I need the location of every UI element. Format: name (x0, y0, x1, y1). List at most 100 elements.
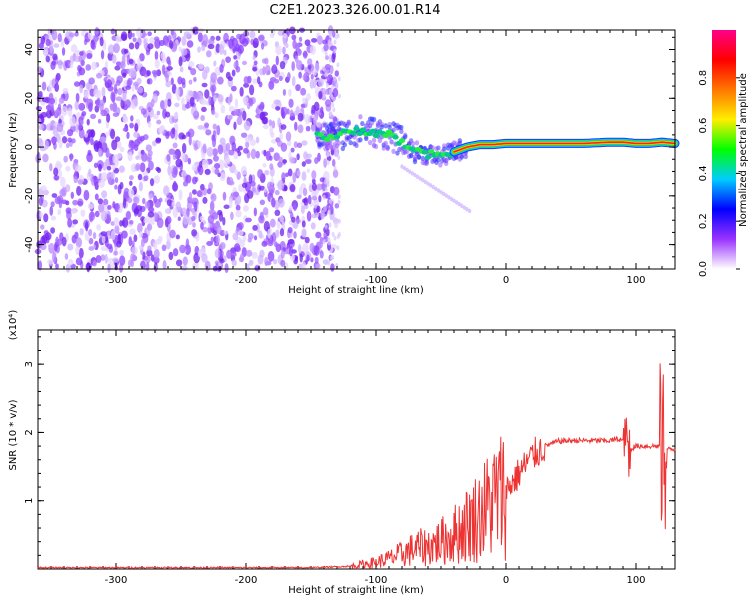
noise-speck (90, 39, 95, 50)
noise-speck (78, 67, 86, 76)
noise-speck (90, 113, 97, 119)
noise-speck (306, 93, 311, 101)
noise-speck (58, 138, 63, 149)
noise-speck (77, 198, 84, 207)
noise-speck (98, 203, 105, 213)
signal-halo (408, 152, 414, 158)
signal-trail (455, 200, 459, 205)
noise-speck (106, 165, 112, 171)
noise-speck (218, 159, 225, 170)
noise-speck (141, 152, 148, 163)
signal-trail (439, 189, 443, 195)
noise-speck (306, 168, 311, 174)
noise-speck (135, 155, 140, 160)
noise-speck (281, 220, 286, 231)
noise-speck (156, 69, 162, 77)
noise-speck (302, 74, 307, 81)
noise-speck (288, 205, 293, 211)
signal-trail (405, 167, 409, 173)
signal-trail (410, 171, 414, 176)
noise-speck (177, 76, 183, 85)
noise-speck (296, 170, 301, 177)
noise-speck (333, 220, 339, 229)
snr-series-line (37, 363, 676, 571)
noise-speck (75, 246, 80, 255)
noise-speck (317, 78, 324, 87)
noise-speck (174, 102, 180, 108)
noise-speck (65, 142, 70, 149)
noise-speck (53, 43, 60, 48)
noise-speck (147, 31, 152, 37)
noise-speck (106, 243, 113, 250)
noise-speck (323, 179, 327, 185)
noise-speck (245, 141, 250, 149)
noise-speck (214, 112, 219, 119)
noise-speck (324, 72, 328, 78)
noise-speck (46, 109, 52, 119)
noise-speck (191, 215, 196, 222)
noise-speck (106, 113, 111, 123)
noise-speck (47, 259, 54, 265)
noise-speck (213, 212, 219, 220)
noise-speck (156, 110, 161, 116)
noise-speck (160, 51, 166, 60)
noise-speck (204, 260, 211, 272)
signal-halo (438, 162, 443, 168)
noise-speck (312, 78, 317, 89)
noise-speck (75, 165, 82, 172)
noise-speck (310, 73, 314, 80)
signal-blob (356, 131, 363, 137)
noise-speck (326, 228, 330, 237)
noise-speck (119, 181, 124, 190)
noise-speck (191, 164, 198, 172)
noise-speck (111, 164, 116, 171)
noise-speck (283, 185, 288, 192)
noise-speck (336, 234, 340, 240)
noise-speck (262, 124, 269, 130)
noise-speck (337, 93, 341, 99)
noise-speck (50, 227, 56, 234)
noise-speck (194, 201, 198, 212)
noise-speck (223, 204, 230, 210)
noise-speck (329, 255, 333, 261)
noise-speck (144, 201, 150, 209)
noise-speck (267, 228, 271, 239)
noise-speck (202, 143, 207, 154)
noise-speck (48, 83, 53, 93)
noise-speck (247, 237, 252, 243)
noise-speck (333, 235, 337, 241)
noise-speck (326, 152, 330, 158)
noise-speck (136, 27, 143, 38)
signal-halo (330, 126, 336, 132)
noise-speck (313, 245, 320, 257)
noise-speck (223, 230, 229, 235)
noise-speck (185, 131, 191, 137)
noise-speck (200, 99, 208, 106)
noise-speck (324, 187, 328, 193)
noise-speck (178, 56, 183, 67)
noise-speck (282, 88, 287, 96)
noise-speck (202, 226, 209, 233)
noise-speck (275, 45, 282, 56)
noise-speck (180, 207, 188, 217)
noise-speck (120, 98, 125, 110)
noise-speck (324, 55, 330, 61)
noise-speck (101, 142, 108, 153)
noise-speck (87, 30, 92, 40)
noise-speck (253, 235, 258, 241)
noise-speck (320, 106, 324, 114)
noise-speck (93, 175, 97, 186)
noise-speck (51, 193, 58, 198)
noise-speck (327, 209, 331, 215)
noise-speck (99, 36, 104, 47)
noise-speck (43, 213, 49, 223)
noise-speck (131, 32, 135, 38)
noise-speck (50, 136, 58, 144)
noise-speck (111, 139, 118, 151)
noise-speck (100, 246, 107, 251)
noise-speck (47, 243, 54, 249)
signal-halo (387, 124, 392, 130)
signal-halo (379, 124, 385, 130)
noise-speck (179, 244, 186, 254)
noise-speck (38, 139, 44, 149)
